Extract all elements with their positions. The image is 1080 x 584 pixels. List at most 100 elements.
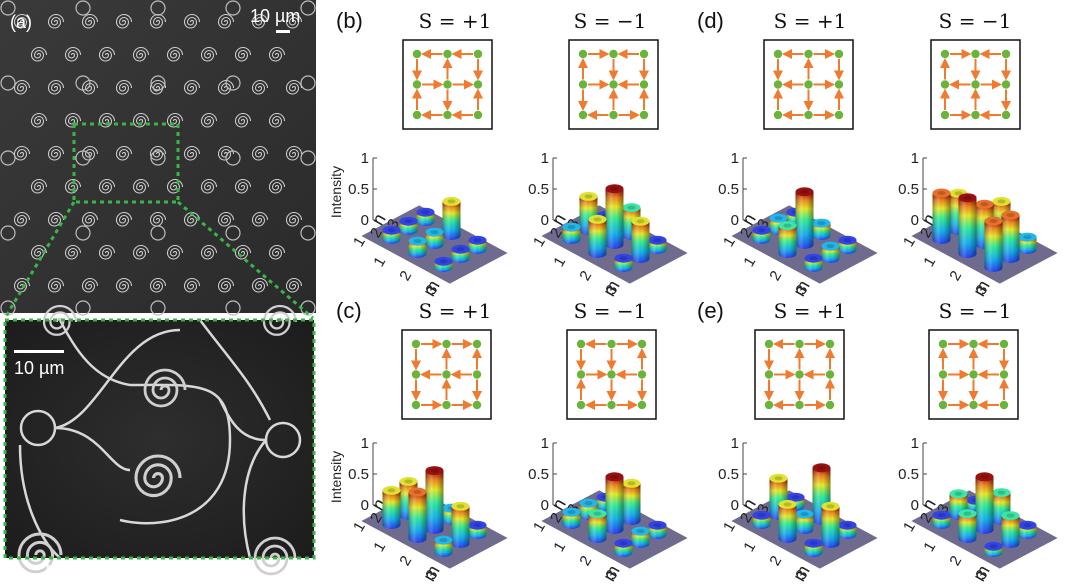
intensity-bar — [416, 207, 435, 226]
bar-cap — [992, 196, 1011, 206]
bar-cap-hole — [404, 479, 413, 484]
bar-shade — [1001, 215, 1020, 263]
intensity-bar — [562, 222, 581, 244]
y-tick-label: 1 — [911, 150, 919, 167]
chart-title: S = −1 — [939, 9, 1012, 33]
panel-letter: (b) — [336, 8, 363, 33]
m-tick-label: 2 — [396, 553, 415, 569]
resonator-node — [825, 339, 835, 349]
bar-cap-hole — [826, 244, 835, 249]
bar-shade — [382, 490, 401, 529]
m-tick-label: 1 — [550, 254, 569, 270]
bar-cap — [588, 214, 607, 224]
resonator-node — [442, 370, 451, 379]
bar-shade — [451, 506, 470, 548]
inset-border — [3, 318, 316, 560]
bar-cap-hole — [421, 210, 430, 215]
bar-cap-hole — [997, 199, 1006, 204]
intensity-bar — [451, 244, 470, 263]
bar-cap — [958, 193, 977, 203]
zoom-line-left — [3, 201, 76, 319]
bar-cap — [622, 478, 641, 488]
bar-cap-hole — [456, 247, 465, 252]
sem-ring — [150, 0, 166, 16]
resonator-node — [938, 339, 948, 349]
resonator-node — [969, 370, 978, 379]
bar-cap-hole — [567, 510, 576, 515]
sem-ring — [300, 75, 316, 91]
bar-cap — [804, 538, 823, 548]
bar-cap-hole — [774, 216, 783, 221]
y-tick-label: 0.5 — [348, 466, 369, 483]
intensity-bar — [804, 253, 823, 272]
bar-cap — [804, 253, 823, 263]
sem-ring — [75, 225, 91, 241]
bar-cap-hole — [1023, 235, 1032, 240]
bar-cap-hole — [627, 205, 636, 210]
chart-title: S = −1 — [574, 299, 647, 323]
bar-cap — [821, 241, 840, 251]
bar-cap-hole — [989, 218, 998, 224]
bar-cap — [605, 184, 624, 194]
intensity-bar — [752, 510, 771, 529]
resonator-node — [637, 370, 647, 379]
bar-cap-hole — [387, 488, 396, 493]
intensity-bar — [588, 214, 607, 258]
resonator-node — [578, 49, 588, 59]
resonator-node — [1001, 49, 1011, 59]
bar-cap-hole — [809, 541, 818, 546]
sem-ring — [150, 225, 166, 241]
bar-cap-hole — [636, 529, 645, 534]
m-tick-label: 1 — [550, 539, 569, 555]
y-tick-label: 0 — [731, 497, 739, 514]
bar-cap — [838, 235, 857, 245]
bar-cap-hole — [963, 511, 972, 516]
bar-cap — [434, 256, 453, 266]
bar-shade — [434, 540, 453, 557]
intensity-bar — [468, 235, 487, 255]
resonator-node — [940, 49, 950, 59]
sem-ring — [225, 75, 241, 91]
bar-cap-hole — [989, 544, 998, 549]
bar-shade — [408, 241, 427, 258]
resonator-node — [609, 49, 618, 59]
bar-shade — [795, 514, 814, 534]
m-tick-label: 1 — [740, 254, 759, 270]
bar-cap-hole — [473, 523, 482, 528]
bar-cap — [992, 488, 1011, 498]
bar-cap — [838, 520, 857, 530]
resonator-node — [764, 400, 774, 410]
panel-letter-a: (a) — [10, 12, 32, 32]
resonator-node — [938, 400, 948, 410]
intensity-bar — [932, 510, 951, 529]
panel-letter: (c) — [336, 298, 362, 323]
bar-cap — [631, 216, 650, 226]
bar-shade — [631, 531, 650, 548]
panel-letter: (d) — [697, 8, 724, 33]
bar-cap — [451, 244, 470, 254]
bar-cap-hole — [783, 502, 792, 507]
resonator-node — [442, 400, 451, 410]
bar-shade — [562, 227, 581, 244]
y-tick-label: 1 — [541, 435, 549, 452]
sem-ring — [300, 150, 316, 166]
resonator-node — [999, 370, 1009, 379]
resonator-node — [639, 49, 649, 59]
resonator-node — [637, 339, 647, 349]
resonator-node — [607, 370, 616, 379]
y-tick-label: 0 — [911, 212, 919, 229]
sem-ring — [225, 150, 241, 166]
bar-shade — [425, 470, 444, 534]
bar-cap — [562, 507, 581, 517]
chart-title: S = −1 — [574, 9, 647, 33]
resonator-node — [609, 80, 618, 89]
bar-cap — [1001, 210, 1020, 220]
bar-cap-hole — [430, 230, 439, 235]
bar-cap-hole — [636, 219, 645, 224]
bar-shade — [442, 201, 461, 240]
bar-cap-hole — [937, 190, 946, 196]
bar-cap — [382, 225, 401, 235]
